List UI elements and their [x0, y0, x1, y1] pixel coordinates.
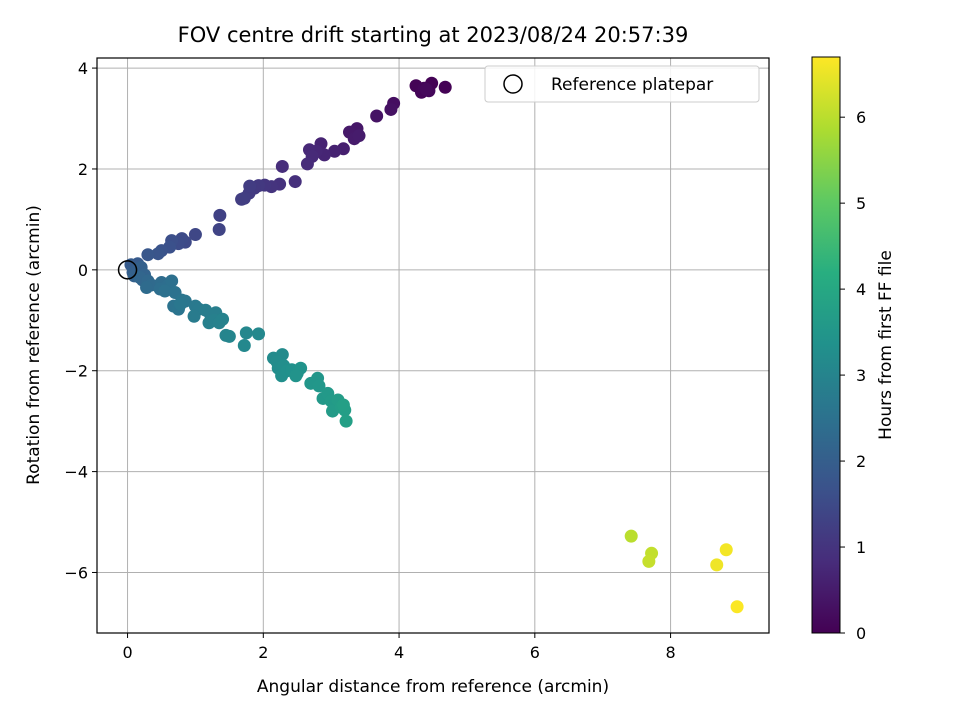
data-point [222, 329, 236, 343]
data-point [212, 222, 226, 236]
data-point [642, 554, 656, 568]
colorbar [811, 56, 841, 634]
y-tick-label: −6 [64, 563, 88, 582]
data-point [419, 82, 433, 96]
data-point [165, 274, 179, 288]
chart-title: FOV centre drift starting at 2023/08/24 … [178, 23, 689, 47]
data-point [213, 208, 227, 222]
legend-box [484, 65, 760, 103]
colorbar-tick-label: 3 [856, 366, 866, 385]
data-point [235, 192, 249, 206]
data-point [288, 175, 302, 189]
data-point [352, 129, 366, 143]
data-point [151, 247, 165, 261]
data-point [438, 80, 452, 94]
colorbar-tick-label: 2 [856, 452, 866, 471]
data-point [339, 414, 353, 428]
data-point [216, 312, 230, 326]
y-tick-label: −4 [64, 463, 88, 482]
colorbar-tick-label: 4 [856, 280, 866, 299]
colorbar-ticks: 0 1 2 3 4 5 6 [840, 108, 866, 643]
data-point [719, 543, 733, 557]
colorbar-tick-label: 6 [856, 108, 866, 127]
data-point [384, 102, 398, 116]
data-point [188, 228, 202, 242]
data-point [243, 179, 257, 193]
y-tick-label: 0 [78, 261, 88, 280]
data-point [140, 280, 154, 294]
plot-frame [96, 57, 770, 634]
y-ticks: −6 −4 −2 0 2 4 [64, 59, 97, 582]
data-point [328, 144, 342, 158]
legend-reference-marker [503, 74, 523, 94]
y-axis-label: Rotation from reference (arcmin) [24, 205, 44, 485]
y-tick-label: −2 [64, 362, 88, 381]
x-tick-label: 6 [530, 643, 540, 662]
y-tick-label: 4 [78, 59, 88, 78]
data-point [336, 398, 350, 412]
data-points [124, 76, 744, 614]
data-point [300, 157, 314, 171]
data-point [289, 369, 303, 383]
x-tick-label: 8 [665, 643, 675, 662]
data-point [730, 600, 744, 614]
data-point [252, 327, 266, 341]
colorbar-tick-label: 0 [856, 624, 866, 643]
data-point [187, 309, 201, 323]
data-point [239, 326, 253, 340]
colorbar-label: Hours from first FF file [876, 250, 896, 440]
data-point [710, 558, 724, 572]
x-tick-label: 4 [394, 643, 404, 662]
data-point [275, 159, 289, 173]
reference-marker-layer [117, 260, 138, 280]
data-point [237, 339, 251, 352]
data-point [141, 248, 155, 262]
data-point [624, 529, 638, 543]
data-point [173, 297, 187, 311]
legend-label-reference: Reference platepar [551, 75, 713, 95]
data-point [312, 379, 326, 393]
colorbar-tick-label: 5 [856, 194, 866, 213]
grid-lines [97, 58, 769, 633]
data-point [370, 109, 384, 123]
x-ticks: 0 2 4 6 8 [122, 633, 676, 662]
data-point [158, 284, 172, 298]
x-tick-label: 0 [122, 643, 132, 662]
reference-platepar-marker [117, 260, 138, 280]
legend: Reference platepar [484, 65, 760, 103]
y-tick-label: 2 [78, 160, 88, 179]
x-tick-label: 2 [258, 643, 268, 662]
colorbar-tick-label: 1 [856, 538, 866, 557]
x-axis-label: Angular distance from reference (arcmin) [257, 677, 609, 697]
